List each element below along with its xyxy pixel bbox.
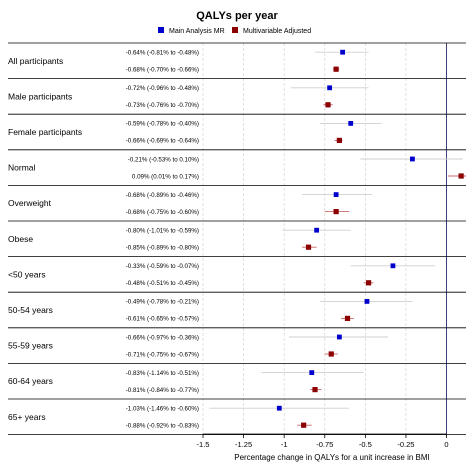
group-label: 65+ years	[8, 412, 46, 422]
estimate-ci-label: -0.61% (-0.65% to -0.57%)	[126, 316, 199, 323]
group-label: Obese	[8, 234, 33, 244]
legend-swatch-main	[158, 27, 164, 33]
group-label: <50 years	[8, 269, 46, 279]
estimate-ci-label: -0.88% (-0.92% to -0.83%)	[126, 423, 199, 430]
group-label: 60-64 years	[8, 376, 53, 386]
chart-title: QALYs per year	[196, 10, 278, 22]
x-tick-label: -0.25	[397, 440, 414, 449]
estimate-ci-label: -0.71% (-0.75% to -0.67%)	[126, 351, 199, 358]
point-estimate	[364, 299, 370, 304]
point-estimate	[312, 387, 318, 393]
estimate-ci-label: -0.49% (-0.78% to -0.21%)	[126, 299, 199, 306]
x-tick-label: -1	[281, 440, 288, 449]
point-estimate	[344, 315, 351, 321]
estimate-ci-label: -0.85% (-0.89% to -0.80%)	[126, 245, 199, 252]
point-estimate	[301, 422, 307, 428]
point-estimate	[390, 263, 396, 269]
x-axis-title: Percentage change in QALYs for a unit in…	[234, 453, 430, 462]
x-tick-label: -0.75	[316, 440, 333, 449]
point-estimate	[314, 227, 320, 233]
point-estimate	[340, 49, 346, 55]
estimate-ci-label: -0.73% (-0.76% to -0.70%)	[126, 102, 199, 109]
point-estimate	[333, 192, 339, 197]
legend-swatch-adjusted	[232, 27, 238, 33]
point-estimate	[458, 173, 464, 179]
group-label: Normal	[8, 163, 36, 173]
x-tick-label: -0.5	[359, 440, 372, 449]
estimate-ci-label: -0.21% (-0.53% to 0.10%)	[128, 156, 199, 163]
group-label: Overweight	[8, 198, 52, 208]
legend: Main Analysis MR Multivariable Adjusted	[158, 27, 311, 35]
estimate-ci-label: -0.83% (-1.14% to -0.51%)	[126, 370, 199, 377]
point-estimate	[305, 244, 312, 250]
point-estimate	[327, 85, 333, 91]
point-estimate	[336, 334, 342, 340]
grid-lines	[202, 43, 447, 434]
point-estimate	[410, 156, 415, 162]
estimate-ci-label: -0.80% (-1.01% to -0.59%)	[126, 228, 199, 235]
group-bands: All participants Male participants Female …	[8, 42, 466, 436]
estimate-ci-label: -0.59% (-0.78% to -0.40%)	[126, 121, 199, 128]
estimate-ci-label: 0.09% (0.01% to 0.17%)	[132, 173, 199, 180]
estimate-ci-label: -0.72% (-0.96% to -0.48%)	[126, 85, 199, 92]
point-estimate	[333, 66, 339, 72]
estimate-ci-label: -0.68% (-0.75% to -0.60%)	[126, 209, 199, 216]
estimate-ci-label: -0.68% (-0.89% to -0.46%)	[126, 192, 199, 199]
estimate-ci-label: -0.66% (-0.97% to -0.36%)	[126, 334, 199, 341]
x-tick-label: 0	[444, 440, 448, 449]
group-label: All participants	[8, 56, 63, 66]
legend-label-main: Main Analysis MR	[169, 28, 225, 35]
x-axis: -1.5 -1.25 -1 -0.75 -0.5 -0.25 0	[197, 433, 449, 449]
x-tick-label: -1.5	[197, 440, 210, 449]
point-estimate	[336, 137, 342, 143]
estimate-ci-label: -0.64% (-0.81% to -0.48%)	[126, 50, 199, 57]
estimate-ci-label: -0.68% (-0.70% to -0.66%)	[126, 67, 199, 74]
legend-label-adjusted: Multivariable Adjusted	[243, 28, 311, 35]
estimate-ci-label: -1.03% (-1.46% to -0.60%)	[126, 406, 199, 413]
point-estimate	[309, 370, 315, 375]
estimate-ci-label: -0.48% (-0.51% to -0.45%)	[126, 280, 199, 287]
estimate-ci-label: -0.81% (-0.84% to -0.77%)	[126, 387, 199, 394]
group-label: Female participants	[8, 127, 82, 137]
group-label: 50-54 years	[8, 305, 53, 315]
point-estimate	[348, 121, 354, 126]
forest-marks: -0.64% (-0.81% to -0.48%) -0.68% (-0.70% …	[126, 50, 466, 430]
estimate-ci-label: -0.66% (-0.69% to -0.64%)	[126, 138, 199, 145]
group-label: Male participants	[8, 91, 72, 101]
x-tick-label: -1.25	[235, 440, 252, 449]
point-estimate	[328, 351, 334, 357]
point-estimate	[276, 405, 282, 411]
point-estimate	[365, 280, 372, 286]
point-estimate	[325, 102, 331, 108]
group-label: 55-59 years	[8, 341, 53, 351]
estimate-ci-label: -0.33% (-0.59% to -0.07%)	[126, 263, 199, 270]
point-estimate	[333, 209, 339, 215]
